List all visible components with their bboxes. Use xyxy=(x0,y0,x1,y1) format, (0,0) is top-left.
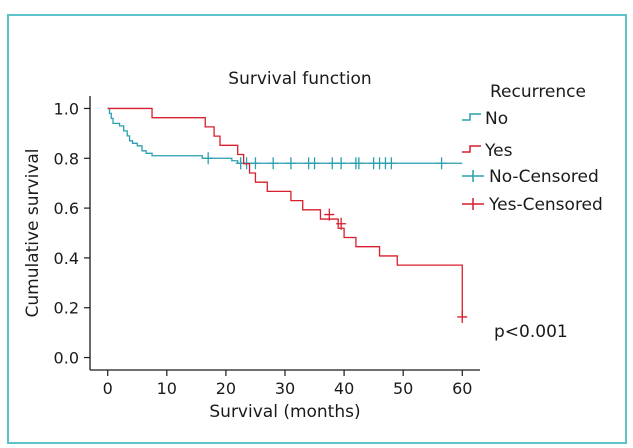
censor-mark-no xyxy=(353,157,364,170)
legend-marker-yes-censored xyxy=(462,198,484,210)
survival-curve-no xyxy=(107,107,463,164)
censor-mark-no xyxy=(285,157,296,170)
x-tick-label: 40 xyxy=(334,379,354,398)
legend-label-yes-censored: Yes-Censored xyxy=(488,195,603,215)
y-ticks: 0.0 0.2 0.4 0.6 0.8 1.0 xyxy=(54,99,90,368)
y-tick-label: 0.8 xyxy=(54,149,79,168)
x-tick-label: 60 xyxy=(452,379,472,398)
legend-entry-no-censored: No-Censored xyxy=(462,167,599,187)
y-axis-title: Cumulative survival xyxy=(23,148,43,317)
axes xyxy=(89,96,480,371)
censor-mark-no xyxy=(436,157,447,170)
x-tick-label: 20 xyxy=(216,379,236,398)
legend-marker-no-censored xyxy=(462,170,484,182)
legend-line-no xyxy=(462,113,481,121)
survival-curve-yes xyxy=(107,107,463,318)
x-tick-label: 30 xyxy=(275,379,295,398)
series-layer xyxy=(107,107,468,323)
p-value-annotation: p<0.001 xyxy=(494,322,568,342)
legend-label-yes: Yes xyxy=(484,141,513,161)
y-tick-label: 0.2 xyxy=(54,299,79,318)
legend-line-yes xyxy=(462,145,481,153)
censor-mark-yes xyxy=(336,217,347,230)
y-tick-label: 0.4 xyxy=(54,249,79,268)
figure-frame xyxy=(7,14,627,444)
series-yes xyxy=(107,107,468,323)
x-tick-label: 50 xyxy=(393,379,413,398)
censor-mark-no xyxy=(327,157,338,170)
y-tick-label: 1.0 xyxy=(54,99,79,118)
y-tick-label: 0.6 xyxy=(54,199,79,218)
legend-title: Recurrence xyxy=(490,82,586,102)
censor-mark-no xyxy=(268,157,279,170)
censor-mark-no xyxy=(250,157,261,170)
x-axis-title: Survival (months) xyxy=(209,402,360,422)
censor-mark-no xyxy=(309,157,320,170)
legend: Recurrence No Yes No-Censored Yes-Censor… xyxy=(462,82,603,215)
legend-entry-yes-censored: Yes-Censored xyxy=(462,195,603,215)
censor-mark-yes xyxy=(457,310,468,323)
x-tick-label: 10 xyxy=(157,379,177,398)
legend-entry-yes: Yes xyxy=(462,141,513,161)
x-tick-label: 0 xyxy=(103,379,113,398)
y-tick-label: 0.0 xyxy=(54,349,79,368)
censor-mark-no xyxy=(203,152,214,165)
legend-label-no: No xyxy=(485,109,508,129)
censor-mark-no xyxy=(386,157,397,170)
chart-title: Survival function xyxy=(228,69,371,89)
legend-label-no-censored: No-Censored xyxy=(489,167,599,187)
censor-mark-no xyxy=(336,157,347,170)
legend-entry-no: No xyxy=(462,109,508,129)
censor-mark-yes xyxy=(324,208,335,221)
x-ticks: 0 10 20 30 40 50 60 xyxy=(103,370,472,398)
